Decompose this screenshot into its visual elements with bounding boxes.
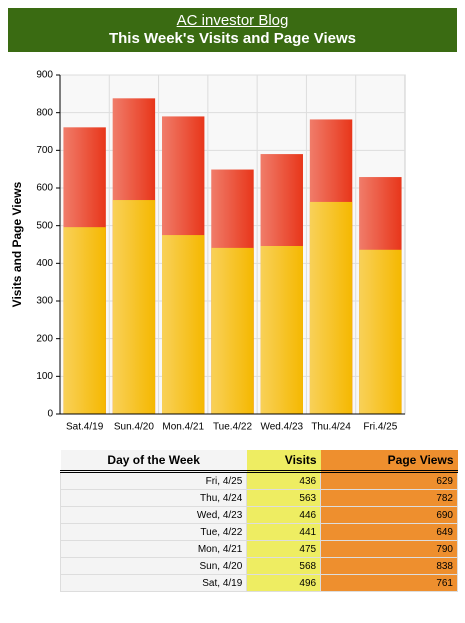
table-cell: Wed, 4/23 — [59, 506, 248, 524]
bar-gloss — [112, 200, 156, 414]
x-tick-label: Sun.4/20 — [114, 422, 154, 433]
data-table: Day of the Week Visits Page Views Fri, 4/2… — [59, 450, 458, 592]
table-header: Day of the Week Visits Page Views — [60, 450, 458, 473]
table-row: Thu, 4/24 563 782 — [59, 489, 458, 507]
y-tick-label: 300 — [36, 296, 53, 307]
table-cell: 782 — [320, 489, 458, 507]
y-tick-label: 700 — [36, 145, 53, 156]
y-axis-label: Visits and Page Views — [10, 181, 24, 307]
chart-title: This Week's Visits and Page Views — [108, 30, 357, 47]
table-cell: 838 — [320, 557, 458, 575]
table-cell: 790 — [320, 540, 458, 558]
table-row: Sat, 4/19 496 761 — [59, 574, 458, 592]
table-cell: 761 — [320, 574, 458, 592]
bar-gloss — [309, 201, 353, 414]
bar-gloss — [162, 235, 205, 414]
column-header: Day of the Week — [60, 450, 247, 473]
bar-gloss — [63, 227, 106, 414]
table-cell: Sun, 4/20 — [59, 557, 248, 575]
table-row: Fri, 4/25 436 629 — [59, 471, 458, 490]
y-tick-label: 500 — [36, 220, 53, 231]
y-tick-label: 400 — [36, 258, 53, 269]
table-cell: Tue, 4/22 — [59, 523, 248, 541]
table-cell: 629 — [320, 471, 458, 490]
table-cell: 568 — [246, 557, 322, 575]
bar-gloss — [211, 247, 254, 414]
y-tick-label: 100 — [36, 371, 53, 382]
y-tick-label: 200 — [36, 333, 53, 344]
y-tick-label: 0 — [47, 409, 53, 420]
blog-link[interactable]: AC investor Blog — [176, 12, 289, 29]
y-tick-label: 900 — [36, 70, 53, 81]
header: AC investor Blog This Week's Visits and … — [8, 8, 457, 52]
table-cell: 475 — [246, 540, 322, 558]
chart: 0 100 200 300 400 500 600 700 800 900 Visits and P… — [10, 70, 406, 433]
y-tick-label: 800 — [36, 107, 53, 118]
column-header: Page Views — [320, 450, 458, 473]
table-row: Tue, 4/22 441 649 — [59, 523, 458, 541]
table-cell: Sat, 4/19 — [59, 574, 248, 592]
x-tick-label: Fri.4/25 — [363, 422, 397, 433]
table-cell: Thu, 4/24 — [59, 489, 248, 507]
table-row: Sun, 4/20 568 838 — [59, 557, 458, 575]
table-body: Fri, 4/25 436 629 Thu, 4/24 563 782 Wed, 4/23 4… — [59, 471, 458, 592]
x-tick-label: Sat.4/19 — [66, 422, 104, 433]
table-cell: Mon, 4/21 — [59, 540, 248, 558]
bar-gloss — [260, 246, 303, 414]
bar-gloss — [359, 249, 402, 414]
table-row: Mon, 4/21 475 790 — [59, 540, 458, 558]
table-cell: 441 — [246, 523, 322, 541]
x-tick-label: Wed.4/23 — [260, 422, 303, 433]
x-tick-label: Mon.4/21 — [162, 422, 204, 433]
table-cell: 690 — [320, 506, 458, 524]
table-cell: 563 — [246, 489, 322, 507]
x-tick-label: Tue.4/22 — [213, 422, 253, 433]
x-tick-label: Thu.4/24 — [311, 422, 351, 433]
y-tick-label: 600 — [36, 183, 53, 194]
table-cell: 446 — [246, 506, 322, 524]
table-cell: 649 — [320, 523, 458, 541]
table-cell: Fri, 4/25 — [59, 471, 248, 490]
table-cell: 436 — [246, 471, 322, 490]
column-header: Visits — [246, 450, 321, 473]
table-cell: 496 — [246, 574, 322, 592]
table-row: Wed, 4/23 446 690 — [59, 506, 458, 524]
